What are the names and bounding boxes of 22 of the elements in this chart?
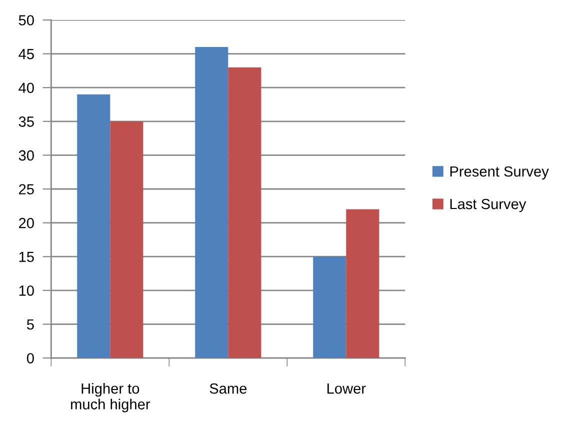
y-tick-label: 25 <box>19 184 34 194</box>
y-tick-label: 45 <box>18 49 34 60</box>
y-tick-label: 20 <box>19 218 34 228</box>
x-tick-label: Lower <box>327 384 366 394</box>
bar <box>313 256 346 358</box>
bar <box>195 47 228 358</box>
y-tick-label: 0 <box>26 353 34 364</box>
y-tick-label: 50 <box>18 15 34 26</box>
bar <box>228 67 262 358</box>
bar <box>110 121 144 358</box>
x-tick-label: Higher to much higher <box>71 383 150 412</box>
y-tick-label: 35 <box>18 116 34 127</box>
y-tick-label: 40 <box>18 82 34 94</box>
legend-label: Last Survey <box>450 198 526 212</box>
bar <box>77 94 110 358</box>
bar <box>346 209 380 358</box>
x-tick-label: Same <box>210 383 247 394</box>
legend-label: Present Survey <box>450 166 549 180</box>
y-tick-label: 15 <box>19 252 34 262</box>
y-tick-label: 30 <box>18 150 34 161</box>
y-tick-label: 10 <box>19 286 34 296</box>
y-tick-label: 5 <box>26 319 34 330</box>
